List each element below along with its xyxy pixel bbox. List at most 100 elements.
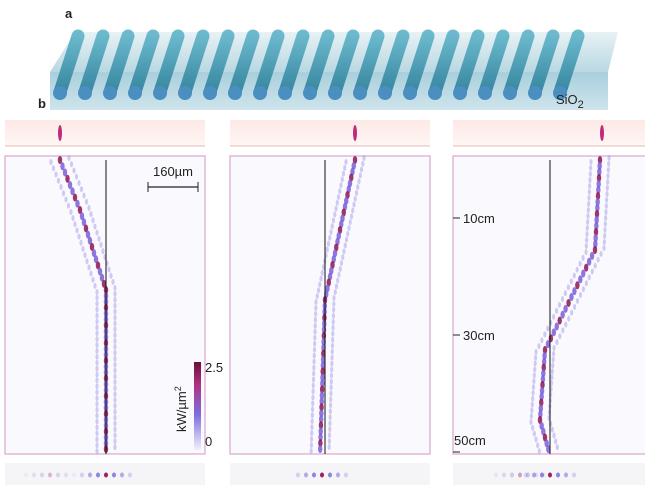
side-spot: [334, 206, 337, 212]
side-spot: [75, 174, 78, 180]
side-spot: [95, 342, 98, 348]
side-spot: [540, 337, 543, 343]
output-spot: [548, 473, 552, 478]
side-spot: [113, 326, 116, 332]
side-spot: [573, 273, 576, 279]
side-spot: [93, 223, 96, 229]
side-spot: [95, 407, 98, 413]
side-spot: [93, 283, 96, 289]
side-spot: [83, 252, 86, 258]
side-spot: [95, 389, 98, 395]
side-spot: [113, 344, 116, 350]
side-spot: [99, 242, 102, 248]
output-spot: [40, 473, 44, 478]
colorbar: [194, 362, 201, 450]
side-spot: [552, 314, 555, 320]
rod-end: [278, 86, 292, 100]
side-spot: [604, 215, 607, 221]
side-spot: [113, 403, 116, 409]
side-spot: [602, 245, 605, 251]
side-spot: [584, 249, 587, 255]
intensity-panels: [5, 120, 645, 485]
side-spot: [336, 200, 339, 206]
side-spot: [531, 425, 534, 431]
side-spot: [605, 203, 608, 209]
side-spot: [532, 384, 535, 390]
colorbar-min: 0: [205, 434, 212, 449]
side-spot: [332, 319, 335, 325]
side-spot: [113, 432, 116, 438]
side-spot: [113, 297, 116, 303]
output-spot: [526, 473, 530, 478]
side-spot: [585, 243, 588, 249]
side-spot: [77, 180, 80, 186]
side-spot: [81, 246, 84, 252]
side-spot: [332, 313, 335, 319]
output-spot: [556, 473, 560, 478]
side-spot: [351, 208, 354, 214]
side-spot: [89, 211, 92, 217]
side-spot: [603, 233, 606, 239]
side-spot: [534, 361, 537, 367]
side-spot: [594, 263, 597, 269]
side-spot: [561, 296, 564, 302]
side-spot: [591, 269, 594, 275]
side-spot: [534, 349, 537, 355]
side-spot: [77, 234, 80, 240]
output-spot: [336, 473, 340, 478]
rod-end: [478, 86, 492, 100]
side-spot: [555, 308, 558, 314]
side-spot: [113, 338, 116, 344]
scale-bar-label: 160µm: [153, 164, 193, 179]
side-spot: [95, 430, 98, 436]
input-strip: [230, 120, 430, 146]
side-spot: [585, 231, 588, 237]
side-spot: [534, 437, 537, 443]
side-spot: [312, 377, 315, 383]
colorbar-max: 2.5: [205, 360, 223, 375]
side-spot: [85, 258, 88, 264]
side-spot: [340, 260, 343, 266]
output-spot: [120, 473, 124, 478]
side-spot: [585, 280, 588, 286]
side-spot: [332, 307, 335, 313]
side-spot: [314, 323, 317, 329]
side-spot: [311, 394, 314, 400]
side-spot: [52, 165, 55, 171]
side-spot: [329, 408, 332, 414]
side-spot: [95, 307, 98, 313]
side-spot: [95, 377, 98, 383]
side-spot: [312, 388, 315, 394]
side-spot: [331, 337, 334, 343]
side-spot: [337, 272, 340, 278]
distance-label: 10cm: [463, 211, 495, 226]
side-spot: [531, 402, 534, 408]
side-spot: [330, 355, 333, 361]
side-spot: [95, 442, 98, 448]
side-spot: [538, 448, 541, 454]
subscript: 2: [578, 99, 584, 111]
side-spot: [113, 362, 116, 368]
side-spot: [581, 255, 584, 261]
side-spot: [312, 371, 315, 377]
side-spot: [95, 348, 98, 354]
side-spot: [607, 161, 610, 167]
side-spot: [552, 357, 555, 363]
output-spot: [328, 473, 332, 478]
rod-end: [253, 86, 267, 100]
output-spot: [542, 473, 546, 478]
side-spot: [604, 221, 607, 227]
side-spot: [332, 217, 335, 223]
side-spot: [314, 317, 317, 323]
input-beam: [600, 125, 604, 141]
side-spot: [54, 172, 57, 178]
side-spot: [328, 432, 331, 438]
output-spot: [564, 473, 568, 478]
side-spot: [329, 402, 332, 408]
side-spot: [339, 182, 342, 188]
side-spot: [113, 309, 116, 315]
side-spot: [318, 282, 321, 288]
side-spot: [579, 292, 582, 298]
side-spot: [342, 248, 345, 254]
side-spot: [72, 168, 75, 174]
